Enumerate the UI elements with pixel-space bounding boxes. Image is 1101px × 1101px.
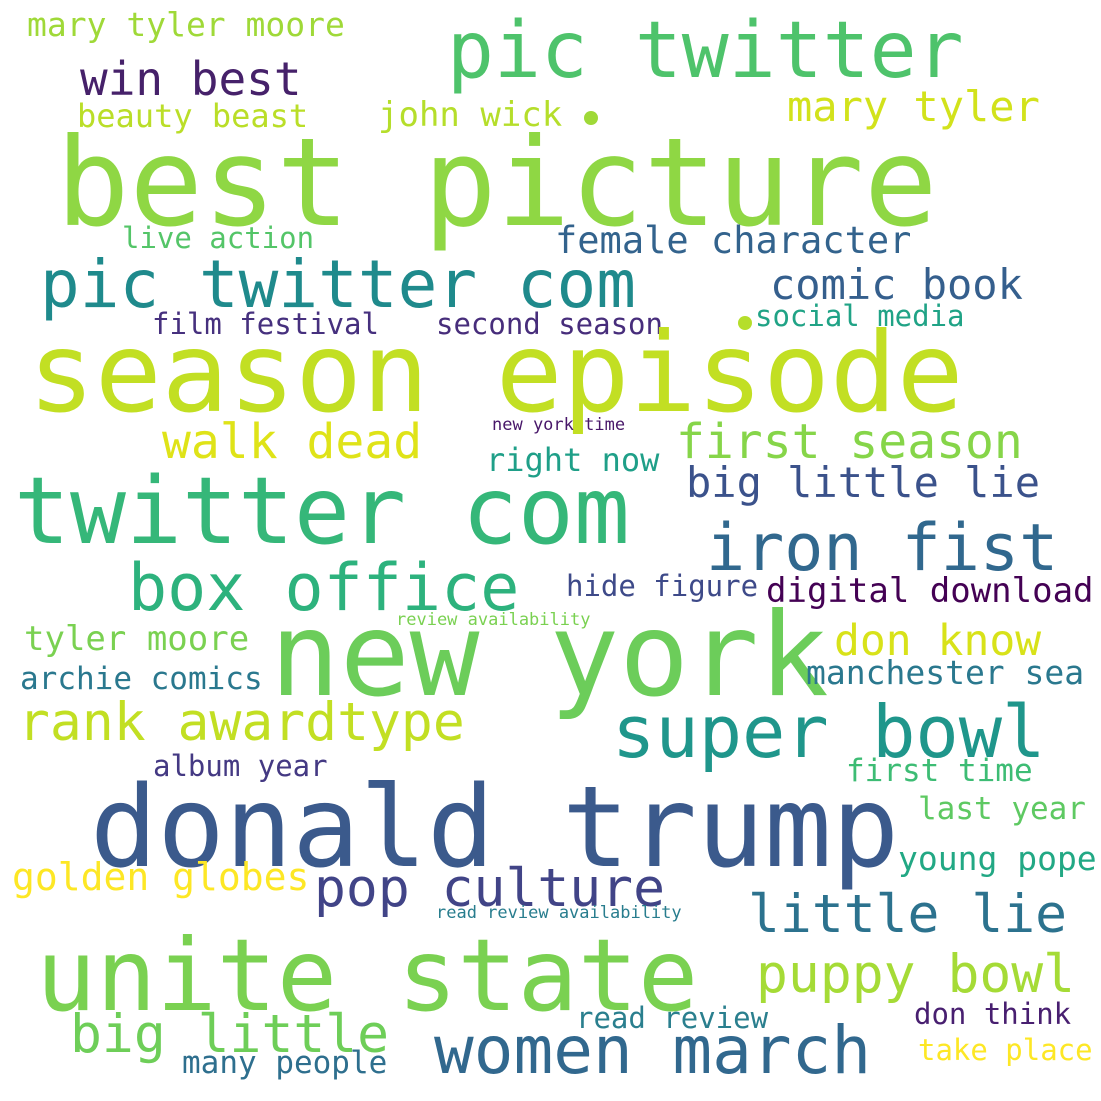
word-young-pope: young pope <box>898 839 1097 878</box>
word-hide-figure: hide figure <box>566 569 759 603</box>
word-right-now: right now <box>486 441 660 479</box>
word-social-media: social media <box>755 299 965 333</box>
word-manchester-sea: manchester sea <box>806 653 1085 692</box>
word-live-action: live action <box>122 221 315 255</box>
word-walk-dead: walk dead <box>162 414 423 470</box>
word-new-york: new york <box>270 588 829 723</box>
word-read-review-availability: read review availability <box>436 903 682 923</box>
word-digital-download: digital download <box>766 571 1094 611</box>
word-female-character: female character <box>555 219 912 262</box>
word-big-little-lie: big little lie <box>686 458 1041 507</box>
word-win-best: win best <box>80 52 302 106</box>
word-second-season: second season <box>436 307 663 341</box>
word-first-season: first season <box>676 414 1023 470</box>
word-women-march: women march <box>434 1012 872 1089</box>
word-super-bowl: super bowl <box>612 690 1046 774</box>
word-read-review: read review <box>576 1001 769 1035</box>
word-tyler-moore: tyler moore <box>24 619 250 659</box>
word-box-office: box office <box>128 551 520 626</box>
word-album-year: album year <box>153 749 328 783</box>
word-review-availability: review availability <box>396 610 591 630</box>
word-golden-globes: golden globes <box>12 855 310 899</box>
word-first-time: first time <box>846 753 1033 789</box>
word-comic-book: comic book <box>770 260 1023 309</box>
word-pic-twitter: pic twitter <box>447 6 964 96</box>
word-pop-culture: pop culture <box>314 858 665 919</box>
word-don-think: don think <box>914 997 1072 1031</box>
word-season-episode: season episode <box>28 309 964 438</box>
word-film-festival: film festival <box>152 307 379 341</box>
word-puppy-bowl: puppy bowl <box>756 944 1076 1005</box>
word-little-lie: little lie <box>748 884 1068 945</box>
word-twitter-com: twitter com <box>14 457 630 565</box>
word-john-wick: john wick <box>378 95 563 135</box>
word-donald-trump: donald trump <box>90 763 900 893</box>
word-pic-twitter-com: pic twitter com <box>40 246 637 323</box>
word-mary-tyler-moore: mary tyler moore <box>27 5 345 44</box>
word-big-little: big little <box>70 1004 390 1065</box>
word-new-york-time: new york time <box>492 415 626 435</box>
word-iron-fist: iron fist <box>706 511 1059 586</box>
word-best-picture: best picture <box>56 112 938 254</box>
word-beauty-beast: beauty beast <box>77 97 309 135</box>
dot-mark <box>738 316 752 330</box>
word-many-people: many people <box>182 1045 388 1081</box>
word-mary-tyler: mary tyler <box>787 82 1040 131</box>
word-take-place: take place <box>918 1033 1093 1067</box>
word-don-know: don know <box>834 616 1042 666</box>
dot-mark <box>584 111 598 125</box>
word-rank-awardtype: rank awardtype <box>18 692 465 753</box>
word-last-year: last year <box>918 791 1086 827</box>
word-archie-comics: archie comics <box>20 661 263 697</box>
word-unite-state: unite state <box>36 917 699 1034</box>
